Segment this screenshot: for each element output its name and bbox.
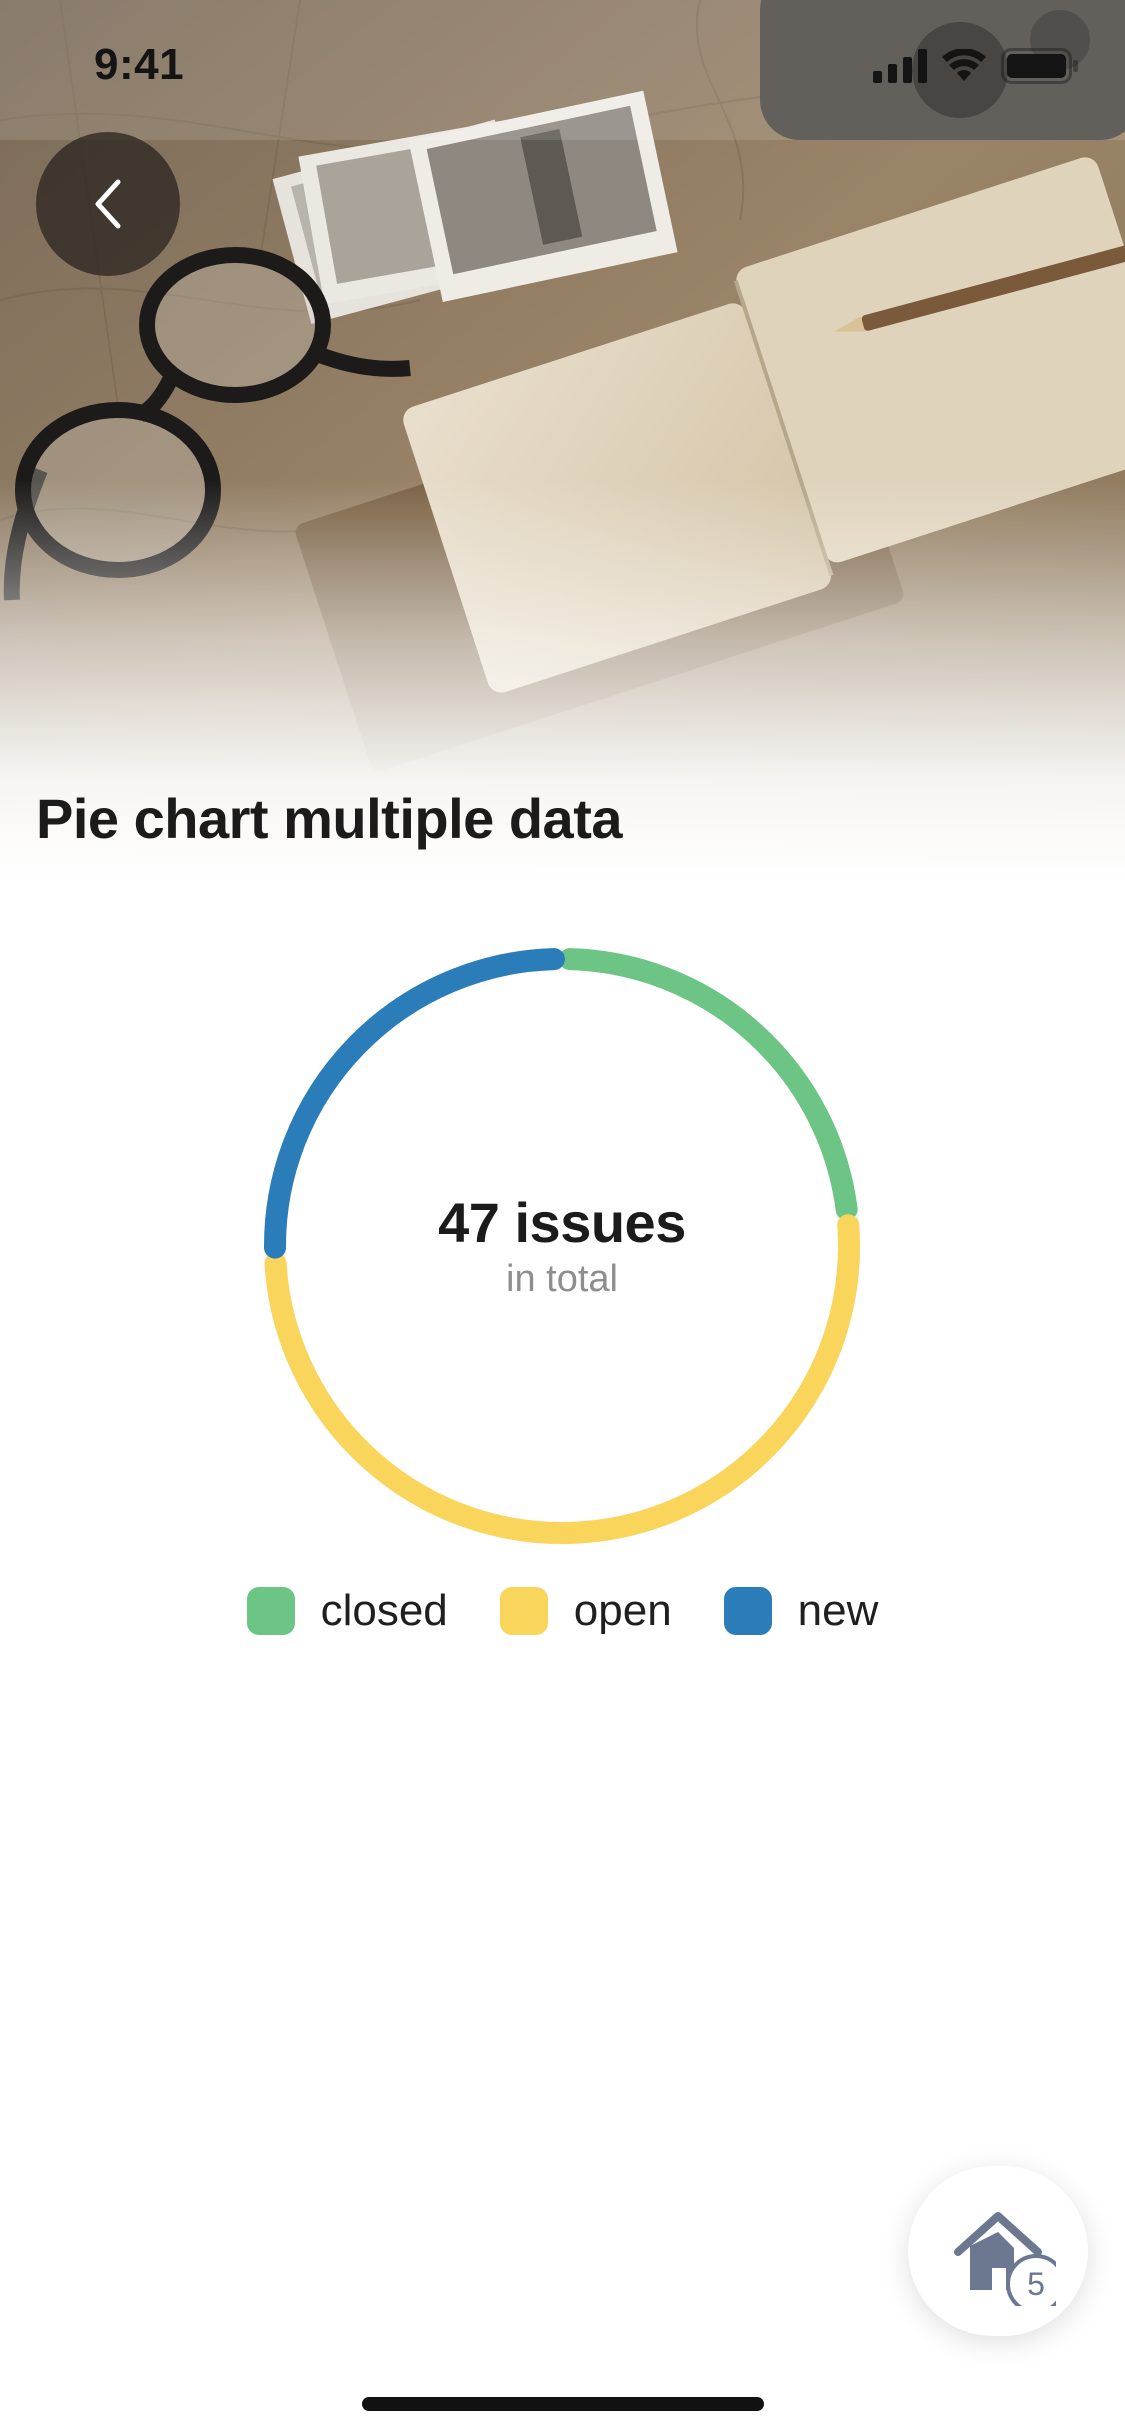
legend-label-new: new: [797, 1586, 879, 1635]
chart-legend: closed open new: [0, 1586, 1125, 1636]
home-badge-count: 5: [1027, 2266, 1045, 2302]
legend-label-open: open: [573, 1586, 672, 1635]
chart-total: 47 issues: [438, 1191, 686, 1254]
legend-swatch-open: [499, 1587, 548, 1635]
status-icons: [873, 48, 1079, 84]
legend-label-closed: closed: [320, 1586, 448, 1635]
chart-subtitle: in total: [506, 1258, 618, 1300]
donut-chart-svg: [264, 948, 860, 1545]
home-icon: [954, 2212, 1056, 2306]
chevron-left-icon: [95, 179, 121, 229]
page-title: Pie chart multiple data: [36, 787, 623, 850]
home-button[interactable]: 5: [908, 2166, 1088, 2336]
home-indicator: [362, 2397, 764, 2411]
legend-item-open: open: [499, 1586, 672, 1636]
back-button[interactable]: [36, 132, 180, 276]
donut-segment-new: [264, 948, 565, 1259]
legend-item-new: new: [723, 1586, 879, 1636]
legend-swatch-new: [723, 1587, 772, 1635]
cellular-signal-icon: [873, 49, 927, 83]
chart-center-label: 47 issues in total: [252, 1190, 872, 1302]
legend-item-closed: closed: [246, 1586, 448, 1636]
wifi-icon: [942, 49, 986, 81]
donut-chart: [252, 936, 872, 1556]
legend-swatch-closed: [246, 1587, 295, 1635]
donut-segment-closed: [559, 948, 858, 1221]
status-bar: 9:41: [0, 0, 1125, 132]
status-time: 9:41: [94, 40, 185, 89]
hero-fade-overlay: [0, 0, 1125, 880]
battery-icon: [1001, 48, 1078, 84]
donut-segment-open: [264, 1214, 860, 1545]
hero-image: [0, 0, 1125, 880]
